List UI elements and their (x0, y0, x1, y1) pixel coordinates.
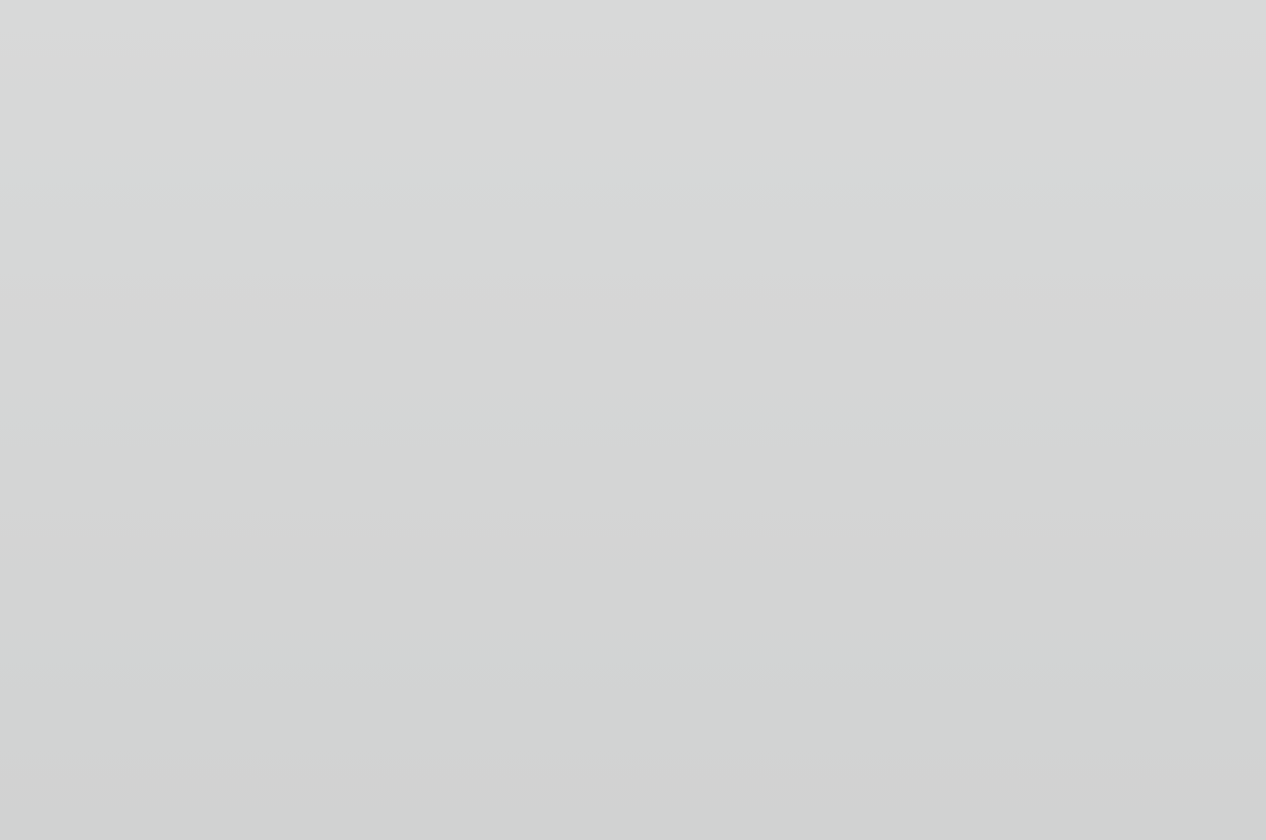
ecg-strip-chart[interactable] (0, 0, 1266, 470)
trend-chart[interactable] (0, 470, 1266, 686)
